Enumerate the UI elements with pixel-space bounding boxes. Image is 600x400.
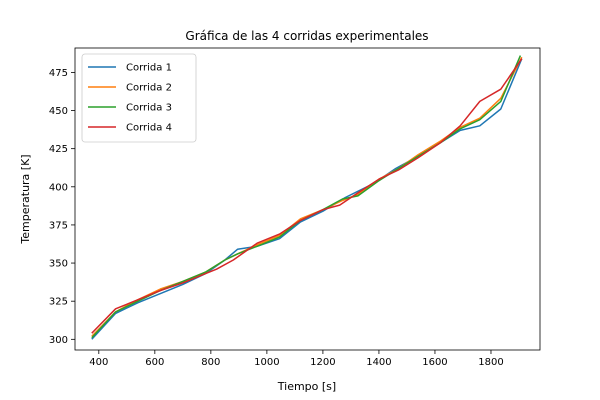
- y-tick-label: 350: [49, 259, 68, 270]
- legend-label-1: Corrida 1: [126, 63, 172, 74]
- y-tick-label: 375: [49, 220, 68, 231]
- y-tick-label: 400: [49, 182, 68, 193]
- x-axis: 400 600 800 1000 1200 1400 1600 1800: [89, 350, 504, 368]
- legend: Corrida 1 Corrida 2 Corrida 3 Corrida 4: [81, 53, 197, 143]
- x-tick-label: 800: [201, 357, 220, 368]
- x-tick-label: 1400: [366, 357, 391, 368]
- series-layer: [91, 55, 523, 340]
- y-tick-label: 325: [49, 297, 68, 308]
- legend-box: [81, 53, 197, 143]
- x-axis-label: Tiempo [s]: [277, 380, 336, 393]
- x-tick-label: 1800: [478, 357, 503, 368]
- y-axis-label: Temperatura [K]: [19, 154, 32, 244]
- series-line-4: [91, 58, 523, 334]
- legend-label-4: Corrida 4: [126, 123, 172, 134]
- x-tick-label: 1000: [254, 357, 279, 368]
- x-tick-label: 600: [145, 357, 164, 368]
- y-tick-label: 425: [49, 144, 68, 155]
- y-tick-label: 450: [49, 106, 68, 117]
- y-tick-label: 475: [49, 68, 68, 79]
- legend-label-3: Corrida 3: [126, 103, 172, 114]
- y-tick-label: 300: [49, 335, 68, 346]
- plot-frame: [74, 47, 541, 351]
- series-line-1: [91, 58, 523, 340]
- x-tick-label: 1600: [422, 357, 447, 368]
- chart-title: Gráfica de las 4 corridas experimentales: [185, 29, 428, 43]
- y-axis: 300 325 350 375 400 425 450 475: [49, 68, 75, 346]
- x-tick-label: 400: [89, 357, 108, 368]
- legend-label-2: Corrida 2: [126, 83, 172, 94]
- x-tick-label: 1200: [310, 357, 335, 368]
